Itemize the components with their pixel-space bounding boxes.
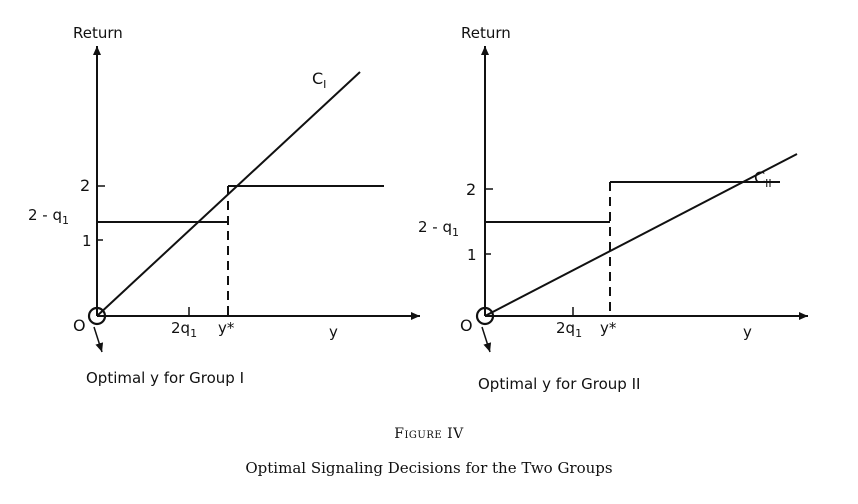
y-tick-label-2: 2 (80, 176, 90, 195)
origin-marker (475, 306, 495, 326)
curve-label: CII (754, 168, 772, 190)
y-axis-label: Return (461, 24, 511, 42)
panel-group-1 (87, 46, 420, 353)
origin-callout-arrow (481, 326, 492, 353)
x-tick-label-2q1: 2q1 (171, 319, 197, 340)
y-axis-label: Return (73, 24, 123, 42)
x-axis-label: y (329, 323, 338, 341)
y-tick-label-1: 1 (467, 246, 477, 264)
origin-label: O (460, 316, 473, 335)
y-tick-label-2: 2 (466, 180, 476, 199)
curve-label: CI (312, 69, 326, 91)
callout-text: Optimal y for Group I (86, 369, 244, 387)
x-tick-label-y-star: y* (600, 319, 617, 337)
x-tick-label-2q1: 2q1 (556, 319, 582, 340)
callout-text: Optimal y for Group II (478, 375, 640, 393)
x-axis-label: y (743, 323, 752, 341)
y-tick-label-1: 1 (82, 232, 92, 250)
figure-number: Figure IV (394, 426, 464, 442)
origin-marker (87, 306, 107, 326)
panel-labels-1: Return CI 2 2 - q1 1 O 2q1 y* y Optimal … (28, 24, 338, 387)
panel-labels-2: Return CII 2 2 - q1 1 O 2q1 y* y Optimal… (418, 24, 772, 393)
y-tick-label-2-minus-q1: 2 - q1 (418, 218, 459, 239)
origin-callout-arrow (93, 326, 104, 353)
origin-label: O (73, 316, 86, 335)
figure-title: Optimal Signaling Decisions for the Two … (245, 459, 613, 477)
cost-curve-c2 (484, 153, 798, 317)
panel-group-2 (475, 46, 808, 353)
y-tick-label-2-minus-q1: 2 - q1 (28, 206, 69, 227)
x-tick-label-y-star: y* (218, 319, 235, 337)
